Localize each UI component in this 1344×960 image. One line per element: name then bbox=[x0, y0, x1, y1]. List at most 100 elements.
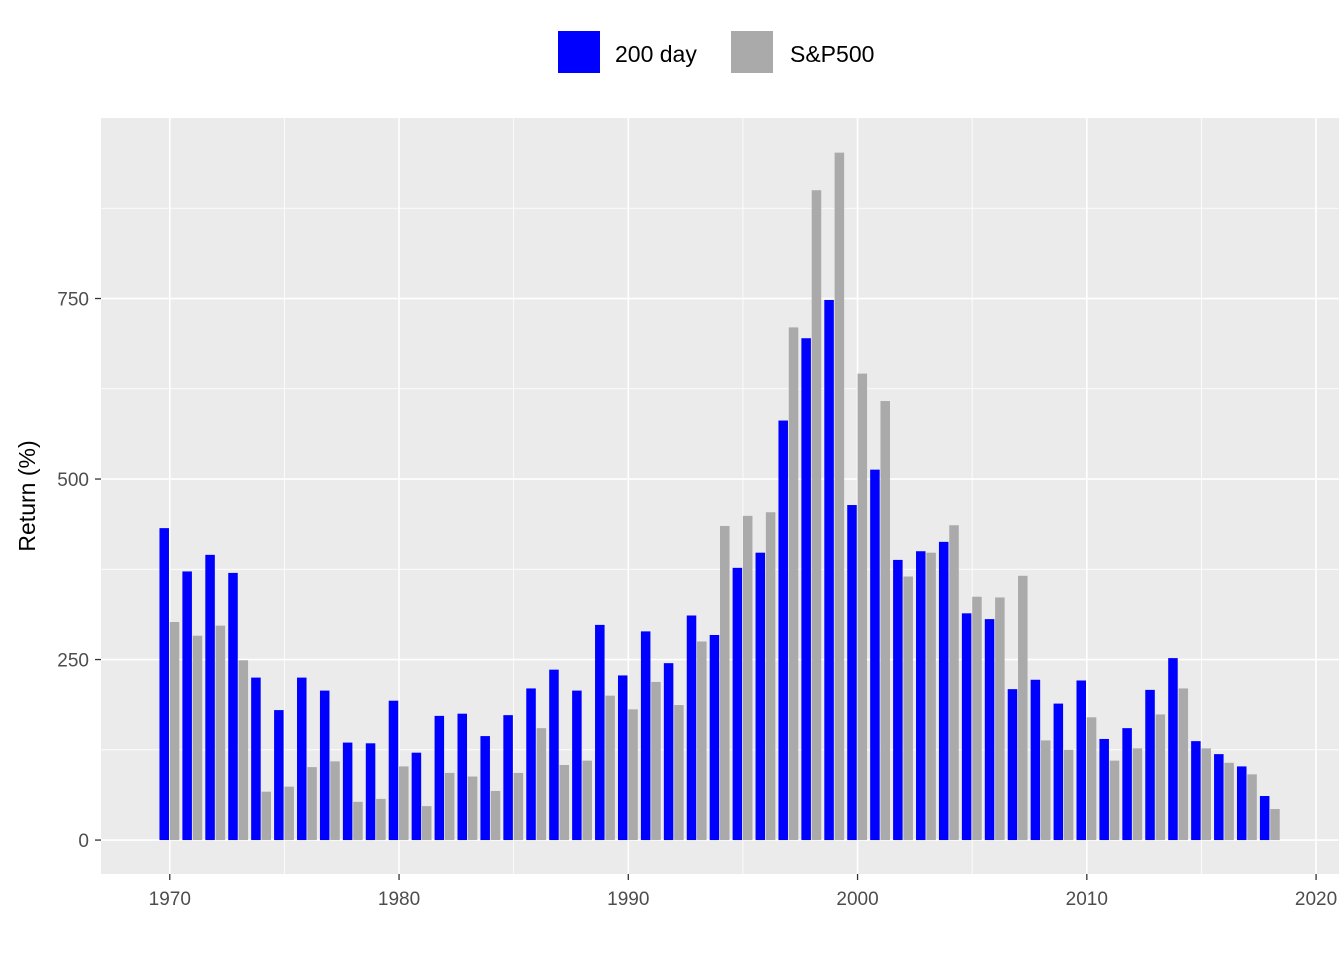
bar-s-p500-1997 bbox=[788, 327, 799, 841]
bar-200-day-1984 bbox=[480, 736, 490, 841]
x-tick-label: 1990 bbox=[607, 889, 649, 910]
x-tick-label: 2020 bbox=[1295, 889, 1337, 910]
bar-200-day-1995 bbox=[732, 567, 743, 841]
bar-s-p500-1989 bbox=[605, 695, 615, 841]
y-tick-label: 500 bbox=[57, 470, 89, 491]
bar-s-p500-2011 bbox=[1109, 760, 1120, 841]
bar-200-day-2008 bbox=[1030, 679, 1041, 841]
legend-key-200-day bbox=[558, 31, 600, 73]
grid-lines bbox=[101, 118, 1339, 874]
x-tick-label: 1980 bbox=[378, 889, 420, 910]
bar-200-day-1977 bbox=[319, 690, 330, 841]
bar-200-day-2001 bbox=[870, 469, 880, 841]
bar-s-p500-2012 bbox=[1132, 748, 1143, 841]
bar-200-day-2016 bbox=[1214, 754, 1224, 841]
bar-200-day-1971 bbox=[182, 571, 192, 841]
bar-200-day-1978 bbox=[342, 742, 353, 841]
bar-200-day-1986 bbox=[526, 688, 536, 841]
bar-200-day-1997 bbox=[778, 420, 788, 841]
bar-s-p500-2009 bbox=[1063, 749, 1074, 841]
legend-label-sp500: S&P500 bbox=[790, 41, 874, 67]
legend-key-sp500 bbox=[731, 31, 773, 73]
bar-200-day-1970 bbox=[159, 528, 169, 841]
bar-200-day-2015 bbox=[1191, 741, 1201, 841]
bar-200-day-1985 bbox=[503, 715, 513, 841]
legend-label-200-day: 200 day bbox=[615, 41, 697, 67]
bar-s-p500-2000 bbox=[857, 373, 868, 841]
bar-s-p500-1975 bbox=[284, 786, 294, 841]
bar-s-p500-2006 bbox=[995, 597, 1005, 841]
bar-s-p500-1980 bbox=[399, 766, 409, 841]
bar-s-p500-1973 bbox=[238, 660, 249, 841]
bar-200-day-1983 bbox=[457, 713, 468, 841]
bar-200-day-1976 bbox=[297, 677, 307, 841]
bar-s-p500-1995 bbox=[742, 515, 753, 841]
bar-s-p500-1991 bbox=[651, 681, 661, 841]
y-axis-title: Return (%) bbox=[14, 440, 40, 551]
bar-s-p500-2004 bbox=[949, 525, 959, 841]
bar-200-day-1988 bbox=[572, 690, 582, 841]
bar-200-day-1991 bbox=[640, 631, 651, 841]
bar-s-p500-1984 bbox=[490, 790, 501, 841]
bar-200-day-1982 bbox=[434, 715, 445, 841]
bar-s-p500-2017 bbox=[1247, 774, 1257, 841]
bar-s-p500-1999 bbox=[834, 152, 845, 841]
y-axis: 0 250 500 750 bbox=[57, 290, 101, 852]
bar-200-day-2013 bbox=[1145, 689, 1155, 841]
bar-200-day-2018 bbox=[1259, 796, 1270, 841]
bar-s-p500-2014 bbox=[1178, 688, 1189, 841]
bar-s-p500-2002 bbox=[903, 576, 913, 841]
bar-200-day-1996 bbox=[755, 552, 766, 841]
bar-s-p500-1971 bbox=[192, 635, 203, 841]
bar-s-p500-2003 bbox=[926, 552, 936, 841]
bar-200-day-1994 bbox=[709, 634, 720, 841]
bar-s-p500-2015 bbox=[1201, 748, 1211, 841]
bar-s-p500-1994 bbox=[720, 525, 730, 841]
bar-200-day-2014 bbox=[1168, 658, 1178, 841]
bar-s-p500-1983 bbox=[467, 776, 478, 841]
bar-s-p500-1977 bbox=[330, 761, 340, 841]
bar-200-day-1993 bbox=[686, 615, 697, 841]
bar-200-day-1974 bbox=[251, 677, 261, 841]
x-tick-label: 2000 bbox=[836, 889, 878, 910]
bar-200-day-1975 bbox=[274, 710, 284, 841]
bar-s-p500-2018 bbox=[1270, 809, 1280, 841]
y-tick-label: 0 bbox=[78, 831, 89, 852]
bar-200-day-1979 bbox=[365, 743, 376, 841]
bar-200-day-2007 bbox=[1007, 689, 1018, 841]
bar-200-day-2006 bbox=[984, 619, 995, 841]
bar-s-p500-1978 bbox=[353, 801, 363, 841]
bar-s-p500-1970 bbox=[169, 622, 180, 841]
bar-200-day-2000 bbox=[847, 505, 857, 841]
bar-s-p500-1986 bbox=[536, 728, 547, 841]
y-tick-label: 250 bbox=[57, 651, 89, 672]
bar-s-p500-1987 bbox=[559, 764, 570, 841]
bar-200-day-1972 bbox=[205, 554, 215, 841]
bar-200-day-1992 bbox=[663, 663, 674, 841]
bar-s-p500-1996 bbox=[765, 512, 776, 841]
bar-s-p500-1979 bbox=[376, 798, 386, 841]
bar-s-p500-1990 bbox=[628, 709, 638, 841]
bar-200-day-2012 bbox=[1122, 728, 1132, 841]
bar-s-p500-1974 bbox=[261, 791, 271, 841]
bar-s-p500-1981 bbox=[421, 806, 432, 841]
bar-s-p500-1985 bbox=[513, 772, 524, 841]
bar-s-p500-1972 bbox=[215, 625, 226, 841]
bar-s-p500-2016 bbox=[1224, 762, 1234, 841]
bar-200-day-1987 bbox=[549, 669, 559, 841]
bar-200-day-1990 bbox=[617, 675, 628, 841]
bar-200-day-1999 bbox=[824, 299, 834, 841]
bar-200-day-2002 bbox=[893, 559, 903, 841]
bar-200-day-2004 bbox=[938, 541, 949, 841]
bar-s-p500-2010 bbox=[1086, 717, 1097, 841]
bar-200-day-1989 bbox=[595, 624, 605, 841]
x-axis: 1970 1980 1990 2000 2010 2020 bbox=[149, 874, 1337, 910]
bar-200-day-1981 bbox=[411, 752, 422, 841]
bar-s-p500-2001 bbox=[880, 401, 890, 841]
bar-200-day-2005 bbox=[961, 613, 972, 841]
bar-200-day-2011 bbox=[1099, 738, 1109, 841]
bar-s-p500-2007 bbox=[1018, 575, 1028, 841]
legend: 200 day S&P500 bbox=[558, 31, 874, 73]
bar-s-p500-1992 bbox=[674, 705, 684, 841]
